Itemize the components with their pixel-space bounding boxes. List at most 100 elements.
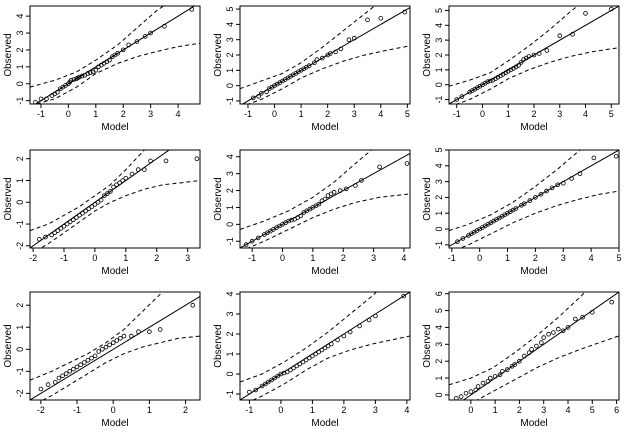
x-tick-label: -1 — [60, 253, 68, 263]
plot-area — [240, 292, 410, 400]
data-point — [538, 340, 544, 345]
lower-envelope-line — [459, 190, 619, 248]
x-tick-label: 2 — [325, 109, 330, 119]
data-point — [190, 302, 196, 308]
data-point — [608, 6, 614, 12]
data-point — [33, 100, 38, 104]
data-point — [485, 79, 490, 84]
y-tick-label: 1 — [434, 67, 444, 72]
data-point — [319, 55, 325, 61]
data-point — [115, 50, 120, 56]
data-point — [531, 52, 537, 58]
plot-frame — [448, 149, 620, 249]
y-tick-label: 2 — [225, 52, 235, 57]
plot-frame — [239, 5, 411, 105]
data-point — [366, 317, 372, 323]
data-point — [249, 238, 255, 244]
data-point — [262, 381, 268, 387]
lower-envelope-line — [476, 335, 619, 400]
upper-envelope-line — [240, 292, 378, 383]
x-axis-label: Model — [520, 266, 547, 277]
data-point — [88, 70, 93, 75]
data-point — [92, 202, 98, 207]
data-point — [591, 155, 597, 161]
data-point — [162, 23, 167, 29]
data-point — [333, 49, 338, 55]
y-tick-label: 4 — [225, 291, 235, 296]
data-point — [487, 375, 493, 381]
y-axis-label: Observed — [422, 324, 433, 367]
data-point — [347, 329, 353, 335]
data-point — [500, 368, 505, 374]
y-tick-label: 4 — [15, 14, 25, 19]
data-point — [103, 344, 109, 350]
y-tick-label: 1 — [225, 68, 235, 73]
data-point — [373, 313, 378, 319]
data-point — [322, 196, 328, 202]
data-point — [557, 33, 563, 38]
data-point — [100, 346, 105, 352]
y-tick-label: 1 — [15, 178, 25, 183]
data-point — [310, 353, 315, 359]
data-point — [533, 195, 538, 200]
data-point — [96, 349, 101, 354]
data-point — [529, 347, 534, 352]
data-point — [147, 329, 152, 335]
x-tick-label: -1 — [453, 109, 461, 119]
y-tick-label: 0 — [15, 347, 25, 352]
data-point — [67, 219, 73, 225]
data-point — [135, 167, 141, 172]
data-point — [577, 171, 583, 177]
plot-area — [449, 292, 619, 400]
reference-line — [462, 292, 619, 400]
qq-panel-4: -2 -1 0 1 2 3 -2 -1 0 1 2 Model Observed — [3, 149, 201, 277]
data-point — [337, 188, 343, 193]
data-point — [247, 389, 252, 395]
y-tick-label: -1 — [15, 367, 25, 375]
y-tick-label: 2 — [225, 188, 235, 193]
data-point — [583, 11, 588, 16]
data-point — [527, 198, 533, 203]
x-tick-label: 0 — [477, 253, 482, 263]
y-tick-label: 6 — [434, 291, 444, 296]
y-tick-label: 1 — [15, 325, 25, 330]
x-tick-label: 3 — [373, 405, 378, 415]
data-point — [485, 379, 491, 384]
x-tick-label: 2 — [341, 253, 346, 263]
data-point — [521, 201, 527, 207]
data-point — [82, 360, 87, 365]
data-point — [258, 91, 264, 96]
data-point — [569, 176, 574, 181]
data-point — [134, 39, 140, 44]
x-tick-label: -1 — [245, 405, 253, 415]
x-tick-label: -1 — [248, 253, 256, 263]
lower-envelope-line — [41, 335, 200, 400]
data-point — [281, 370, 287, 376]
data-point — [58, 226, 64, 231]
data-point — [98, 197, 104, 203]
upper-envelope-line — [30, 6, 165, 88]
data-point — [67, 368, 73, 374]
data-point — [80, 210, 85, 216]
data-point — [36, 237, 42, 242]
data-point — [52, 230, 57, 236]
y-tick-label: 5 — [434, 8, 444, 13]
y-tick-label: 5 — [225, 7, 235, 12]
data-point — [275, 373, 281, 379]
y-tick-label: -1 — [225, 237, 235, 245]
y-tick-label: 0 — [434, 82, 444, 87]
x-tick-label: 2 — [154, 253, 159, 263]
qq-panel-5: -1 0 1 2 3 4 -1 0 1 2 3 4 Model Observed — [213, 149, 411, 277]
data-point — [589, 309, 595, 315]
x-tick-label: 4 — [589, 253, 594, 263]
y-tick-label: 4 — [434, 325, 444, 330]
lower-envelope-line — [247, 45, 410, 104]
data-point — [294, 363, 300, 369]
data-point — [126, 42, 131, 48]
x-axis-label: Model — [101, 418, 128, 429]
data-point — [580, 314, 585, 320]
data-point — [89, 204, 95, 209]
data-point — [83, 208, 88, 214]
